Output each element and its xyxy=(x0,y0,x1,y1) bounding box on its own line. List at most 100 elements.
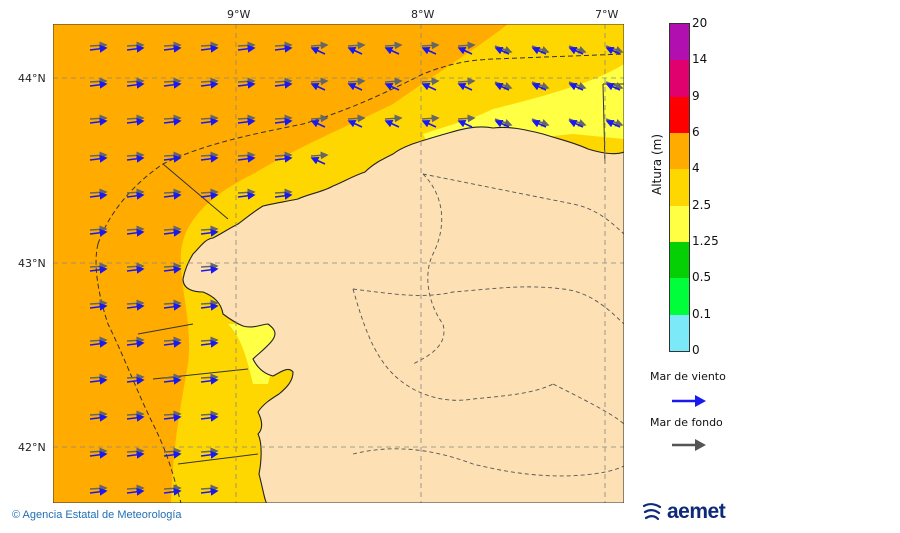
swell-arrow xyxy=(89,114,108,123)
wind-sea-arrow xyxy=(163,154,182,163)
wind-sea-arrow xyxy=(89,80,108,89)
colorbar-title: Altura (m) xyxy=(650,133,664,195)
swell-arrow xyxy=(200,447,219,456)
swell-arrow-icon xyxy=(672,439,706,451)
wind-sea-arrow xyxy=(126,228,145,237)
land-galicia xyxy=(182,126,624,503)
wind-sea-arrow xyxy=(531,83,547,91)
wind-sea-arrow xyxy=(421,120,437,128)
swell-arrow xyxy=(421,77,440,86)
swell-arrow xyxy=(384,77,403,86)
colorbar-tick-label: 9 xyxy=(692,88,700,103)
wind-sea-arrow xyxy=(200,44,219,53)
wind-sea-arrow xyxy=(89,450,108,459)
wind-sea-arrow xyxy=(163,413,182,422)
lon-label-8w: 8°W xyxy=(411,8,435,21)
wind-sea-arrow xyxy=(163,339,182,348)
swell-arrow xyxy=(237,77,256,86)
swell-arrow xyxy=(163,225,182,234)
wind-sea-arrow xyxy=(126,376,145,385)
wind-sea-arrow xyxy=(126,154,145,163)
wind-sea-arrow xyxy=(568,120,584,128)
swell-arrow xyxy=(126,336,145,345)
swell-arrow xyxy=(200,484,219,493)
wind-sea-arrow xyxy=(531,120,547,128)
wind-sea-arrow xyxy=(126,302,145,311)
wind-sea-arrow xyxy=(421,47,437,55)
swell-arrow xyxy=(163,262,182,271)
swell-arrow xyxy=(457,41,476,50)
wind-sea-arrow xyxy=(494,120,510,128)
swell-arrow xyxy=(126,373,145,382)
swell-arrow xyxy=(237,151,256,160)
swell-arrow xyxy=(126,114,145,123)
land-borders xyxy=(352,173,624,477)
wind-sea-arrow xyxy=(200,117,219,126)
wind-sea-arrow xyxy=(237,154,256,163)
swell-arrow xyxy=(126,262,145,271)
colorbar-tick-label: 4 xyxy=(692,161,700,176)
swell-arrow xyxy=(200,225,219,234)
wind-sea-arrow xyxy=(531,47,547,55)
swell-arrow xyxy=(89,447,108,456)
wind-sea-arrow xyxy=(163,191,182,200)
swell-arrow xyxy=(200,373,219,382)
swell-arrow xyxy=(274,77,293,86)
wind-sea-arrow xyxy=(126,265,145,274)
colorbar-tick-label: 1.25 xyxy=(692,234,719,248)
swell-arrow xyxy=(163,151,182,160)
wind-sea-arrow xyxy=(89,228,108,237)
swell-arrow xyxy=(347,114,366,123)
swell-arrow xyxy=(347,41,366,50)
swell-arrow xyxy=(384,114,403,123)
wind-sea-arrow xyxy=(200,376,219,385)
swell-arrow xyxy=(200,336,219,345)
lat-label-42n: 42°N xyxy=(18,441,46,454)
wind-sea-arrow xyxy=(89,487,108,496)
wind-sea-arrow xyxy=(126,80,145,89)
swell-arrow xyxy=(274,188,293,197)
wind-sea-arrow xyxy=(200,487,219,496)
wind-sea-arrow xyxy=(568,83,584,91)
graticule xyxy=(53,24,624,503)
wind-sea-arrow xyxy=(347,83,363,91)
swell-arrow xyxy=(457,114,476,123)
wind-sea-arrow xyxy=(494,83,510,91)
wind-sea-arrow xyxy=(89,117,108,126)
swell-arrow xyxy=(89,262,108,271)
wind-sea-arrow xyxy=(89,302,108,311)
wind-sea-arrow xyxy=(605,47,621,55)
swell-arrow xyxy=(237,188,256,197)
legend-swell-label: Mar de fondo xyxy=(650,416,723,429)
wind-sea-arrow xyxy=(274,154,293,163)
wind-sea-arrow xyxy=(310,83,326,91)
lon-label-7w: 7°W xyxy=(595,8,619,21)
swell-arrow xyxy=(384,41,403,50)
colorbar-band xyxy=(670,60,689,97)
swell-arrow xyxy=(89,336,108,345)
swell-arrow xyxy=(237,41,256,50)
wind-sea-arrow xyxy=(200,413,219,422)
wind-sea-arrow xyxy=(347,47,363,55)
swell-arrow xyxy=(126,410,145,419)
swell-arrow xyxy=(310,114,329,123)
wind-sea-arrow xyxy=(126,117,145,126)
swell-arrow xyxy=(163,77,182,86)
swell-arrow xyxy=(163,336,182,345)
wind-sea-arrow xyxy=(163,302,182,311)
wind-sea-arrow xyxy=(237,117,256,126)
wind-sea-arrow xyxy=(200,339,219,348)
wind-sea-arrow xyxy=(310,157,326,165)
swell-arrow xyxy=(89,484,108,493)
wind-sea-arrow xyxy=(384,120,400,128)
swell-arrow xyxy=(126,188,145,197)
swell-arrow xyxy=(347,77,366,86)
wind-sea-arrow xyxy=(568,47,584,55)
wind-sea-arrow xyxy=(89,44,108,53)
swell-arrow xyxy=(310,151,329,160)
wind-sea-arrow xyxy=(163,265,182,274)
colorbar-band xyxy=(670,278,689,315)
colorbar-band xyxy=(670,133,689,170)
wind-sea-arrow xyxy=(494,47,510,55)
swell-arrow xyxy=(163,299,182,308)
